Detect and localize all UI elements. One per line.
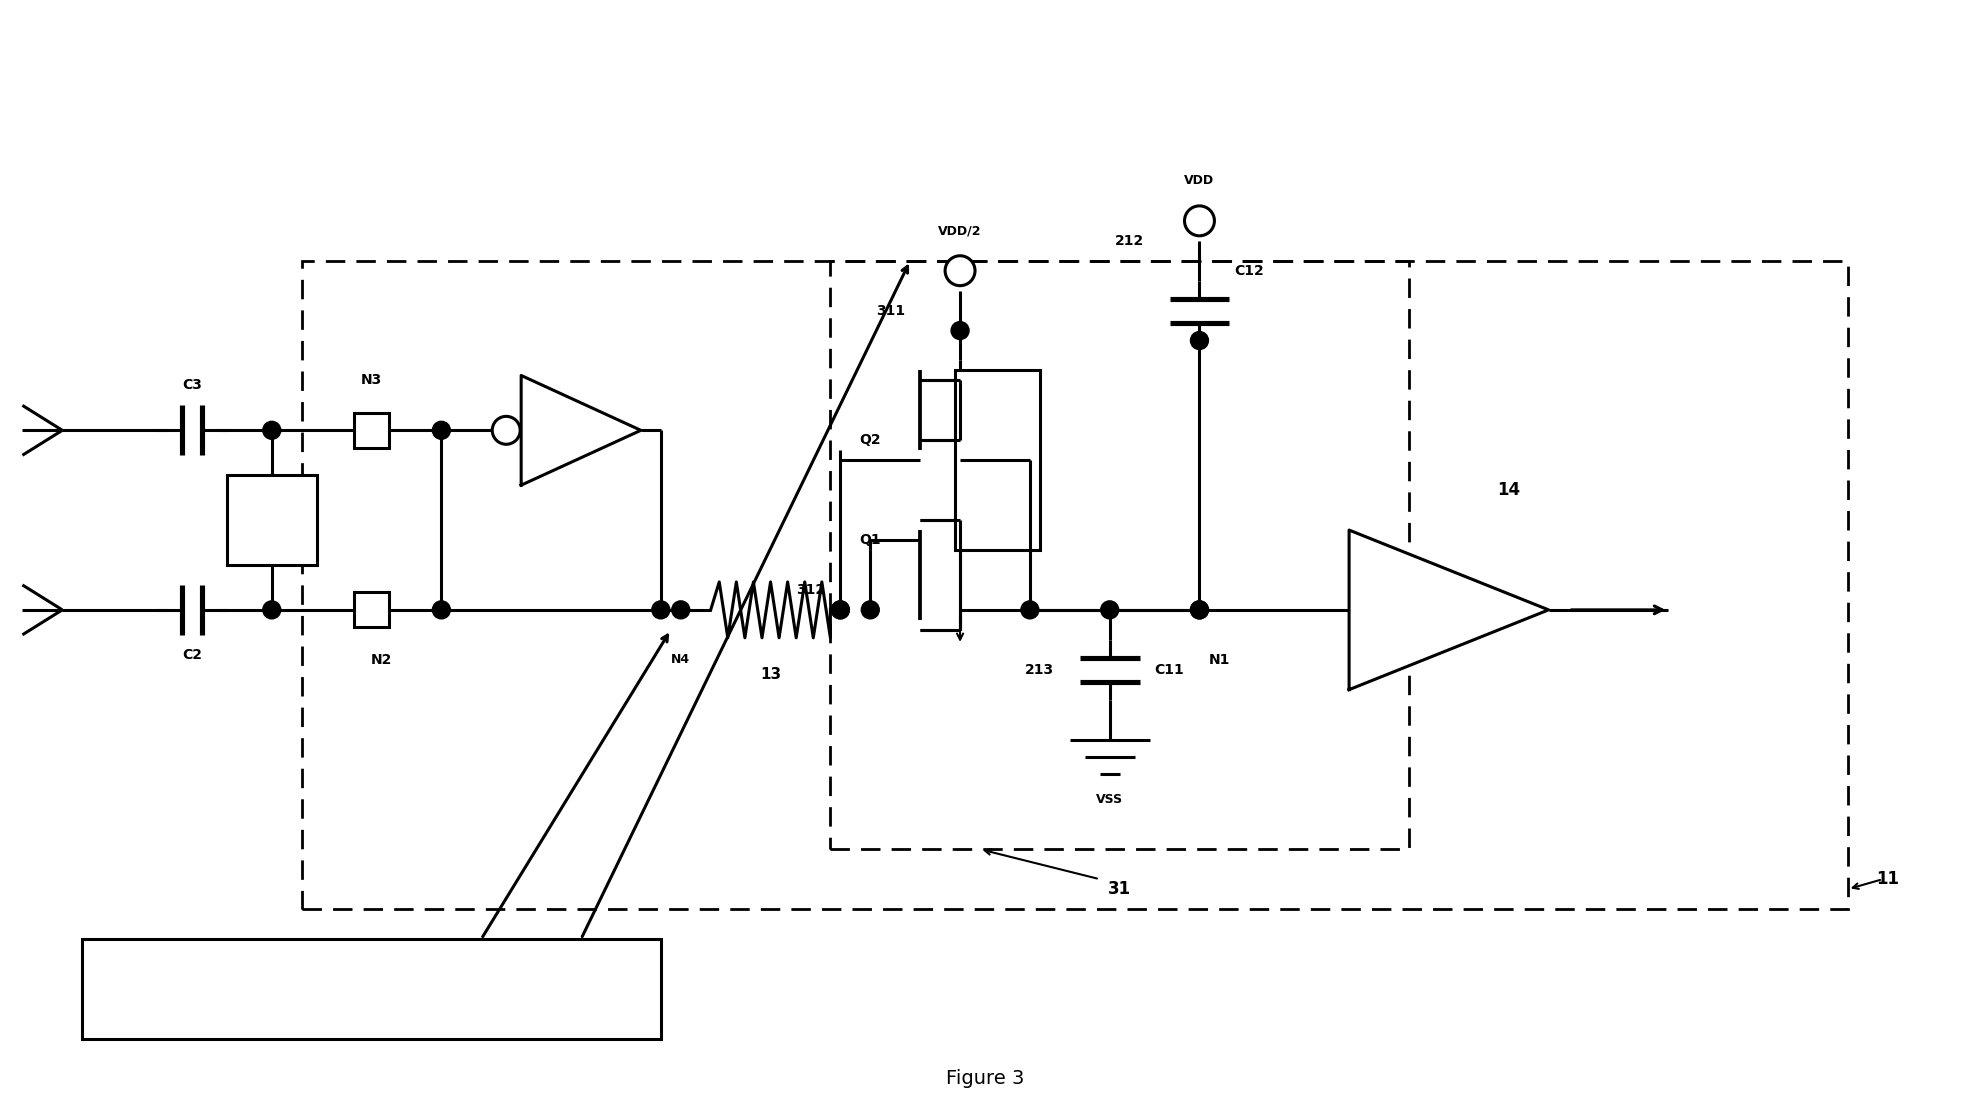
Bar xyxy=(355,593,388,627)
Circle shape xyxy=(1185,205,1214,235)
Text: 31: 31 xyxy=(1108,880,1131,898)
Text: Noise Filter of Present Invention: Noise Filter of Present Invention xyxy=(272,982,471,996)
Text: 311: 311 xyxy=(875,304,905,317)
Text: 312: 312 xyxy=(796,583,826,597)
Text: VDD/2: VDD/2 xyxy=(938,224,982,238)
Circle shape xyxy=(262,601,280,619)
Circle shape xyxy=(946,255,976,285)
Text: C3: C3 xyxy=(181,379,201,393)
Text: 14: 14 xyxy=(1498,481,1520,500)
Text: 212: 212 xyxy=(1116,234,1145,248)
Circle shape xyxy=(432,601,449,619)
Circle shape xyxy=(1190,601,1208,619)
Text: VSS: VSS xyxy=(1096,793,1123,806)
Text: 213: 213 xyxy=(1025,663,1054,677)
Bar xyxy=(956,371,1041,551)
Polygon shape xyxy=(1348,531,1549,689)
Text: C12: C12 xyxy=(1234,264,1263,278)
Text: N4: N4 xyxy=(672,654,690,666)
Text: 11: 11 xyxy=(1876,870,1900,888)
Circle shape xyxy=(832,601,850,619)
Text: Q2: Q2 xyxy=(859,433,881,447)
Circle shape xyxy=(652,601,670,619)
Circle shape xyxy=(1190,332,1208,350)
Text: C2: C2 xyxy=(181,648,201,662)
Circle shape xyxy=(832,601,850,619)
Bar xyxy=(355,413,388,447)
Circle shape xyxy=(493,416,520,444)
Text: 13: 13 xyxy=(761,667,781,683)
Text: N1: N1 xyxy=(1208,653,1230,667)
Text: N3: N3 xyxy=(361,373,382,387)
Circle shape xyxy=(432,422,449,440)
Circle shape xyxy=(262,422,280,440)
Text: N2: N2 xyxy=(371,653,392,667)
Bar xyxy=(83,939,660,1039)
Circle shape xyxy=(952,322,970,340)
Text: Q1: Q1 xyxy=(859,533,881,547)
Text: Figure 3: Figure 3 xyxy=(946,1069,1025,1088)
Polygon shape xyxy=(520,375,641,485)
Text: C11: C11 xyxy=(1155,663,1185,677)
Bar xyxy=(227,475,317,565)
Circle shape xyxy=(861,601,879,619)
Text: VDD: VDD xyxy=(1185,174,1214,188)
Circle shape xyxy=(1100,601,1120,619)
Circle shape xyxy=(1190,601,1208,619)
Circle shape xyxy=(1021,601,1039,619)
Bar xyxy=(830,261,1409,849)
Bar xyxy=(302,261,1849,909)
Circle shape xyxy=(672,601,690,619)
